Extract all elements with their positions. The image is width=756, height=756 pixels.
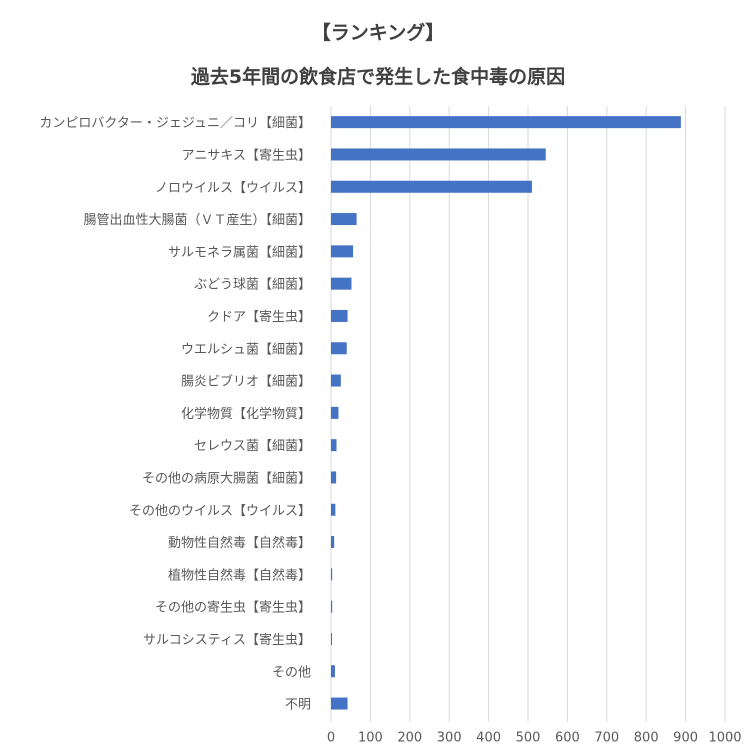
bar (331, 536, 335, 549)
x-tick-label: 600 (555, 731, 580, 746)
gridlines (330, 106, 726, 722)
bars (331, 116, 681, 710)
category-label: カンピロバクター・ジェジュニ／コリ【細菌】 (39, 116, 311, 131)
chart-title: 【ランキング】 (311, 22, 445, 44)
category-label: その他の病原大腸菌【細菌】 (142, 471, 311, 486)
category-label: 化学物質【化学物質】 (181, 406, 311, 422)
chart-subtitle: 過去5年間の飲食店で発生した食中毒の原因 (190, 66, 566, 88)
category-labels: カンピロバクター・ジェジュニ／コリ【細菌】アニサキス【寄生虫】ノロウイルス【ウイ… (39, 116, 311, 712)
bar (331, 697, 348, 710)
category-label: その他 (272, 665, 311, 680)
bar (331, 116, 681, 129)
x-tick-labels: 0 100 200 300 400 500 600 700 800 900 1000 (327, 731, 742, 746)
bar (331, 503, 336, 516)
category-label: 植物性自然毒【自然毒】 (168, 567, 311, 583)
x-tick-label: 100 (358, 731, 383, 746)
category-label: サルコシスティス【寄生虫】 (143, 632, 311, 648)
bar (331, 148, 546, 161)
bar (331, 665, 335, 678)
bar (331, 213, 357, 226)
category-label: クドア【寄生虫】 (207, 309, 311, 325)
bar (331, 180, 532, 193)
bar (331, 568, 333, 581)
category-label: ウエルシュ菌【細菌】 (181, 342, 311, 357)
category-label: その他の寄生虫【寄生虫】 (155, 600, 311, 616)
x-tick-label: 300 (437, 731, 462, 746)
category-label: サルモネラ属菌【細菌】 (168, 245, 311, 260)
bar (331, 439, 337, 452)
bar (331, 374, 341, 387)
x-tick-label: 700 (594, 731, 619, 746)
x-tick-label: 400 (476, 731, 501, 746)
category-label: セレウス菌【細菌】 (194, 439, 311, 454)
category-label: 動物性自然毒【自然毒】 (168, 535, 311, 551)
category-label: アニサキス【寄生虫】 (182, 147, 311, 163)
bar (331, 245, 354, 258)
bar (331, 632, 332, 645)
bar (331, 471, 337, 484)
x-tick-label: 200 (397, 731, 422, 746)
category-label: 腸管出血性大腸菌（ＶＴ産生）【細菌】 (83, 212, 311, 228)
category-label: 腸炎ビブリオ【細菌】 (181, 374, 311, 390)
x-tick-label: 800 (634, 731, 659, 746)
bar (331, 406, 339, 419)
bar (331, 600, 333, 613)
x-tick-label: 500 (516, 731, 541, 746)
category-label: その他のウイルス【ウイルス】 (129, 504, 311, 519)
bar (331, 309, 348, 322)
x-tick-label: 0 (327, 731, 335, 746)
bar (331, 277, 352, 290)
category-label: 不明 (285, 698, 311, 713)
x-tick-label: 1000 (708, 731, 741, 746)
category-label: ノロウイルス【ウイルス】 (155, 181, 311, 196)
x-tick-label: 900 (673, 731, 698, 746)
category-label: ぶどう球菌【細菌】 (194, 278, 311, 293)
bar (331, 342, 347, 355)
